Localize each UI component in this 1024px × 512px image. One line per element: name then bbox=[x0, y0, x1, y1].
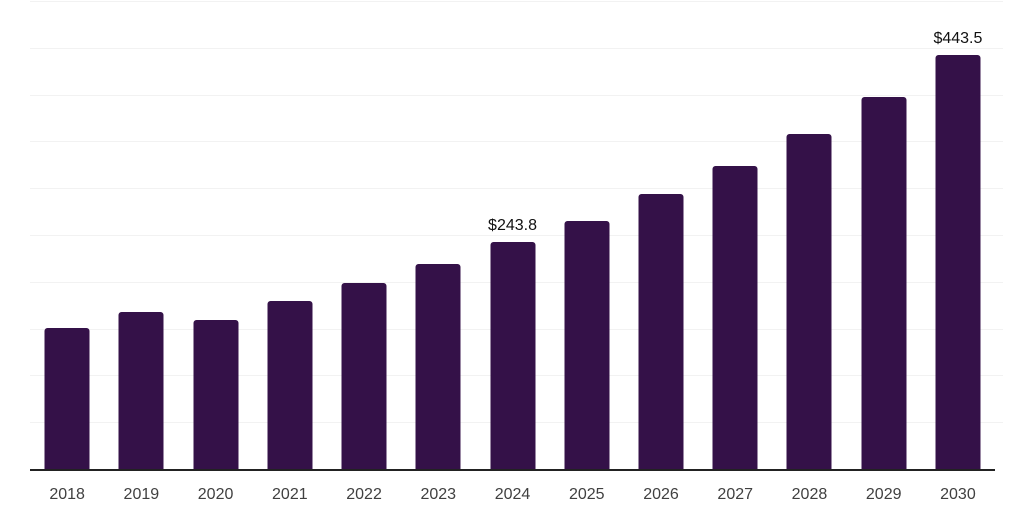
bar-2024[interactable] bbox=[490, 241, 536, 470]
bar-cell-2029 bbox=[847, 0, 921, 470]
bar-2018[interactable] bbox=[44, 328, 90, 470]
x-axis-label-2019: 2019 bbox=[123, 486, 160, 503]
x-axis-label-2021: 2021 bbox=[272, 486, 308, 503]
gridline bbox=[30, 141, 1003, 143]
gridline bbox=[30, 235, 1003, 236]
bar-2019[interactable] bbox=[118, 311, 164, 470]
x-axis-label-2025: 2025 bbox=[568, 486, 605, 503]
x-axis-label-2029: 2029 bbox=[865, 486, 902, 503]
bar-2027[interactable] bbox=[712, 166, 758, 470]
bar-2020[interactable] bbox=[193, 319, 239, 470]
x-axis-label-2027: 2027 bbox=[717, 486, 754, 503]
bar-cell-2019 bbox=[104, 0, 178, 470]
bar-cell-2028 bbox=[772, 0, 846, 470]
bar-cell-2030: $443.5 bbox=[921, 0, 995, 470]
bar-cell-2027 bbox=[698, 0, 772, 470]
bar-2022[interactable] bbox=[341, 283, 387, 470]
bar-value-label-2024: $243.8 bbox=[488, 216, 537, 234]
bar-cell-2020 bbox=[178, 0, 252, 470]
bar-cell-2026 bbox=[624, 0, 698, 470]
x-axis-label-2020: 2020 bbox=[197, 486, 234, 503]
x-axis-label-2023: 2023 bbox=[420, 486, 457, 503]
bar-cell-2022 bbox=[327, 0, 401, 470]
gridline bbox=[30, 47, 1003, 49]
gridline bbox=[30, 94, 1003, 96]
plot-area: $243.8 $443.5 bbox=[30, 0, 1003, 471]
bar-2021[interactable] bbox=[267, 300, 313, 470]
x-axis-label-2030: 2030 bbox=[940, 486, 976, 503]
bar-2030[interactable] bbox=[935, 54, 981, 470]
x-axis-label-2026: 2026 bbox=[643, 486, 679, 503]
bar-2028[interactable] bbox=[786, 133, 832, 470]
x-axis-label-2028: 2028 bbox=[791, 486, 828, 503]
x-axis-line bbox=[30, 469, 995, 471]
bar-2029[interactable] bbox=[861, 97, 907, 470]
x-axis-label-2018: 2018 bbox=[49, 486, 85, 503]
x-axis-tick-labels: 2018 2019 2020 2021 2022 2023 2024 2025 2026 2027… bbox=[30, 470, 995, 504]
bar-cell-2024: $243.8 bbox=[475, 0, 549, 470]
gridline bbox=[30, 1, 1003, 2]
bar-2025[interactable] bbox=[564, 220, 610, 470]
bar-cell-2021 bbox=[253, 0, 327, 470]
gridline bbox=[30, 188, 1003, 190]
x-axis-label-2024: 2024 bbox=[494, 486, 531, 503]
bar-value-label-2030: $443.5 bbox=[933, 29, 983, 47]
bars-layer: $243.8 $443.5 bbox=[30, 0, 995, 470]
bar-cell-2018 bbox=[30, 0, 104, 470]
bar-2026[interactable] bbox=[638, 194, 684, 470]
bar-2023[interactable] bbox=[415, 263, 461, 470]
x-axis-label-2022: 2022 bbox=[346, 486, 382, 503]
bar-cell-2023 bbox=[401, 0, 475, 470]
bar-cell-2025 bbox=[550, 0, 624, 470]
